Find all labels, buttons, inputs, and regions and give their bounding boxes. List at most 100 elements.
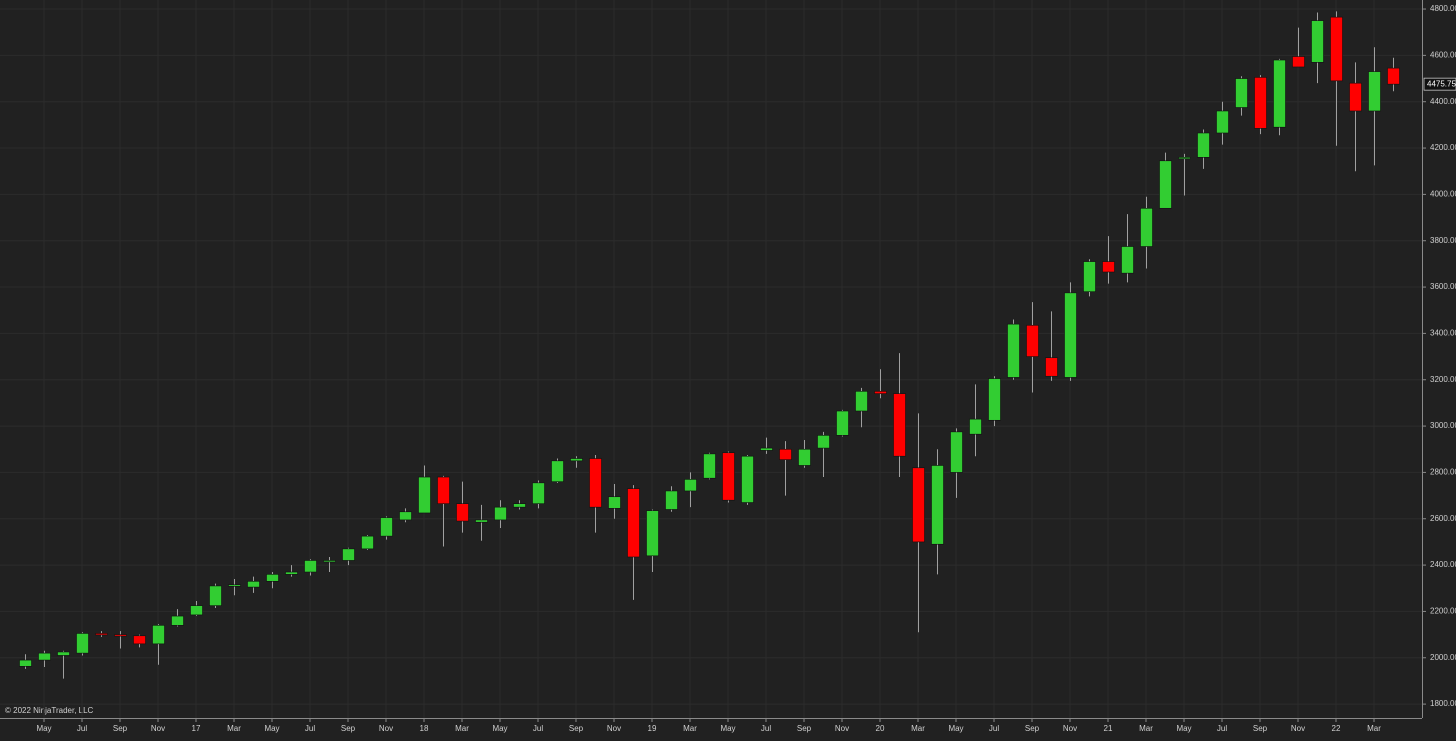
x-tick-label: Jul (533, 724, 543, 733)
y-tick-label: 4600.00 (1430, 50, 1456, 59)
candle-body (114, 634, 127, 637)
candle-body (323, 560, 336, 563)
candle-body (1178, 157, 1191, 160)
candle-body (494, 506, 507, 521)
y-tick-label: 1800.00 (1430, 699, 1456, 708)
y-tick-label: 3600.00 (1430, 282, 1456, 291)
candle-body (19, 659, 32, 667)
candle-body (760, 447, 773, 451)
x-tick-label: Nov (607, 724, 621, 733)
candle-body (931, 465, 944, 545)
candle-body (589, 458, 602, 508)
candle-body (912, 467, 925, 543)
x-tick-label: Nov (151, 724, 165, 733)
last-price-box (1423, 77, 1456, 91)
y-tick-label: 3400.00 (1430, 329, 1456, 338)
candle-body (741, 455, 754, 503)
x-tick-label: 17 (192, 724, 201, 733)
x-tick-label: Nov (835, 724, 849, 733)
x-tick-label: May (36, 724, 51, 733)
candle-body (1254, 77, 1267, 129)
y-tick-label: 2200.00 (1430, 607, 1456, 616)
candle-body (304, 560, 317, 573)
candle-body (1159, 160, 1172, 209)
candle-body (152, 625, 165, 645)
y-tick-label: 4400.00 (1430, 97, 1456, 106)
candle-body (190, 605, 203, 616)
candle-body (798, 448, 811, 466)
y-tick-label: 4200.00 (1430, 143, 1456, 152)
candle-body (475, 519, 488, 523)
candle-body (285, 571, 298, 575)
candle-body (608, 496, 621, 509)
candle-body (551, 460, 564, 482)
x-tick-label: Mar (911, 724, 925, 733)
candle-body (1330, 16, 1343, 82)
candle-body (893, 393, 906, 457)
y-tick-label: 2600.00 (1430, 514, 1456, 523)
x-tick-label: Sep (1253, 724, 1268, 733)
y-tick-label: 2400.00 (1430, 560, 1456, 569)
x-tick-label: Jul (1217, 724, 1227, 733)
candle-body (722, 452, 735, 501)
candle-body (969, 418, 982, 435)
candle-body (1045, 357, 1058, 377)
candle-body (342, 548, 355, 561)
candle-body (665, 490, 678, 510)
candle-body (836, 410, 849, 436)
candle-body (1007, 323, 1020, 378)
copyright: © 2022 NinjaTrader, LLC (5, 706, 94, 715)
candle-body (209, 585, 222, 606)
grid (0, 0, 1422, 718)
x-tick-label: Jul (305, 724, 315, 733)
candle-body (380, 517, 393, 537)
x-tick-label: Nov (1063, 724, 1077, 733)
candle-body (1349, 82, 1362, 112)
y-tick-label: 3800.00 (1430, 236, 1456, 245)
candle-body (361, 535, 374, 550)
candle-body (627, 488, 640, 558)
y-tick-label: 3200.00 (1430, 375, 1456, 384)
candle-body (1311, 20, 1324, 63)
x-tick-label: May (264, 724, 279, 733)
x-tick-label: Nov (379, 724, 393, 733)
y-tick-label: 3000.00 (1430, 421, 1456, 430)
candle-body (95, 633, 108, 636)
candle-body (703, 453, 716, 479)
x-tick-label: May (720, 724, 735, 733)
candle-body (1064, 292, 1077, 378)
last-price-label: 4475.75 (1427, 79, 1456, 88)
candle-body (133, 635, 146, 645)
candle-body (1292, 56, 1305, 68)
x-tick-label: Nov (1291, 724, 1305, 733)
candle-body (1026, 324, 1039, 357)
y-tick-label: 2000.00 (1430, 653, 1456, 662)
candle-body (988, 378, 1001, 421)
x-tick-label: 21 (1104, 724, 1113, 733)
candle-body (38, 652, 51, 661)
x-tick-label: Mar (227, 724, 241, 733)
y-tick-label: 4000.00 (1430, 189, 1456, 198)
x-tick-label: Jul (989, 724, 999, 733)
candle-body (684, 479, 697, 492)
candle-body (817, 435, 830, 449)
candle-body (1083, 261, 1096, 292)
candle-body (570, 458, 583, 462)
candle-body (855, 391, 868, 412)
x-tick-label: May (948, 724, 963, 733)
x-tick-label: May (492, 724, 507, 733)
candle-body (456, 503, 469, 522)
x-tick-label: Jul (761, 724, 771, 733)
x-tick-label: Sep (113, 724, 128, 733)
x-tick-label: Sep (797, 724, 812, 733)
x-tick-label: May (1176, 724, 1191, 733)
x-tick-label: Sep (1025, 724, 1040, 733)
candle-body (76, 633, 89, 654)
y-tick-label: 4800.00 (1430, 4, 1456, 13)
x-tick-label: Mar (1367, 724, 1381, 733)
candle-body (247, 581, 260, 588)
candle-body (171, 615, 184, 626)
candle-body (1121, 246, 1134, 274)
x-tick-label: Mar (455, 724, 469, 733)
